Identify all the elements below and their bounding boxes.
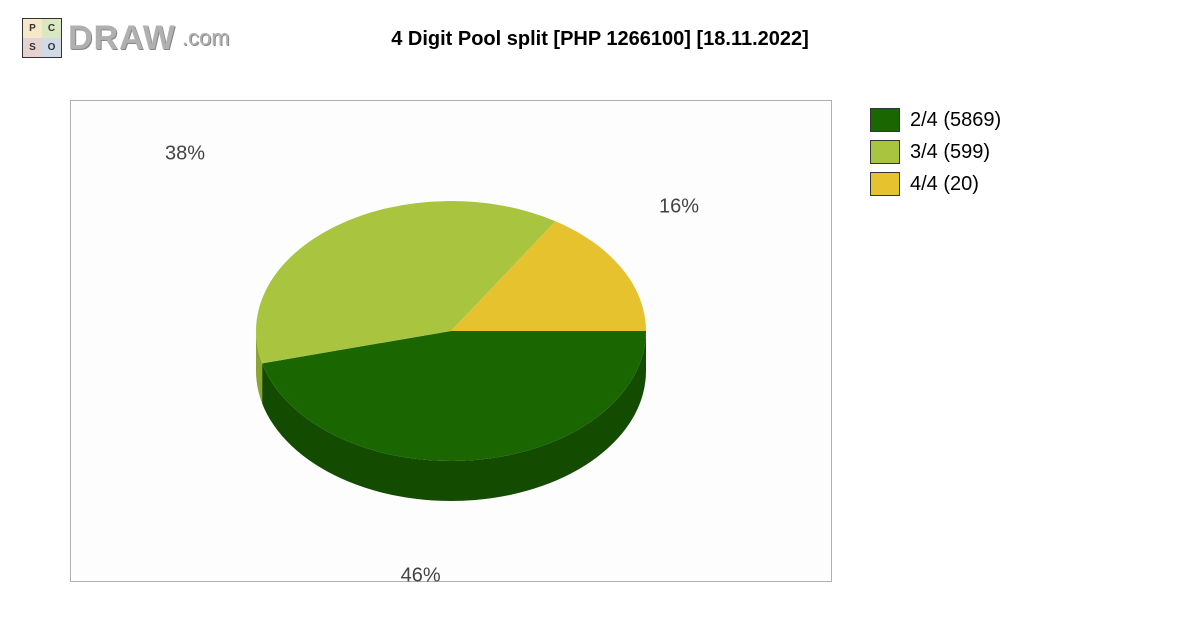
slice-percent-label: 16% [659, 195, 699, 218]
brand-ext: .com [182, 25, 230, 51]
legend-swatch [870, 108, 900, 132]
chart-area: 46%38%16% [70, 100, 832, 582]
logo-letter: O [42, 38, 61, 57]
pie-chart [241, 131, 661, 551]
legend-item: 2/4 (5869) [870, 108, 1001, 132]
brand-name: DRAW [68, 19, 176, 58]
site-header: P C S O DRAW .com [22, 18, 230, 58]
legend-swatch [870, 140, 900, 164]
legend-label: 4/4 (20) [910, 173, 979, 196]
legend: 2/4 (5869) 3/4 (599) 4/4 (20) [870, 108, 1001, 204]
logo-letter: C [42, 19, 61, 38]
legend-label: 3/4 (599) [910, 141, 990, 164]
legend-item: 4/4 (20) [870, 172, 1001, 196]
legend-item: 3/4 (599) [870, 140, 1001, 164]
slice-percent-label: 46% [401, 565, 441, 588]
logo-icon: P C S O [22, 18, 62, 58]
logo-letter: P [23, 19, 42, 38]
legend-label: 2/4 (5869) [910, 109, 1001, 132]
legend-swatch [870, 172, 900, 196]
chart-title: 4 Digit Pool split [PHP 1266100] [18.11.… [391, 28, 809, 51]
slice-percent-label: 38% [165, 142, 205, 165]
logo-letter: S [23, 38, 42, 57]
